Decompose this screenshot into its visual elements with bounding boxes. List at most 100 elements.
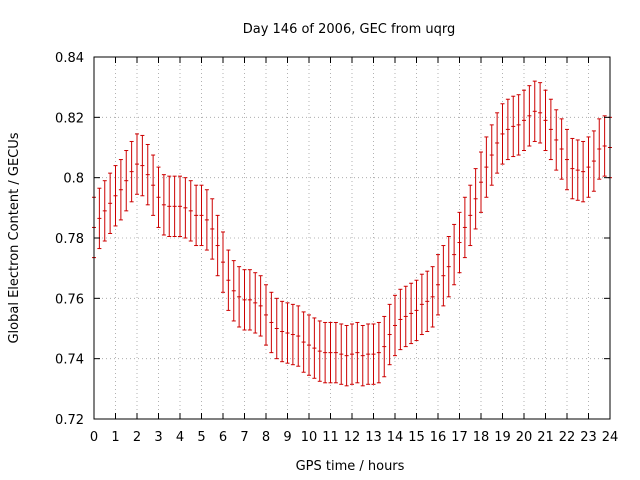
data-point [274, 297, 279, 360]
data-point [543, 89, 548, 152]
x-tick-label: 23 [580, 430, 597, 445]
data-point [178, 175, 182, 237]
x-tick-label: 20 [516, 430, 533, 445]
chart-title: Day 146 of 2006, GEC from uqrg [243, 22, 456, 37]
data-point [113, 165, 118, 227]
data-point [226, 249, 231, 311]
data-point [425, 270, 430, 333]
data-point [468, 184, 473, 247]
data-point [414, 279, 419, 342]
data-point [242, 269, 247, 331]
data-point [559, 118, 564, 180]
x-tick-label: 14 [387, 430, 404, 445]
data-point [333, 321, 338, 384]
data-point [522, 89, 526, 152]
error-bar-series [92, 80, 612, 387]
data-point [210, 198, 215, 260]
data-point [489, 124, 494, 186]
data-point [350, 323, 354, 385]
x-tick-label: 0 [90, 430, 98, 445]
data-point [355, 321, 360, 384]
data-point [532, 80, 537, 142]
x-tick-label: 2 [133, 430, 141, 445]
data-point [430, 266, 435, 328]
x-tick-label: 13 [365, 430, 382, 445]
data-point [124, 150, 129, 212]
x-tick-label: 3 [154, 430, 162, 445]
y-tick-label: 0.8 [63, 172, 84, 187]
data-point [597, 118, 602, 180]
data-point [581, 140, 586, 203]
data-point [199, 184, 204, 247]
x-tick-label: 1 [111, 430, 119, 445]
data-point [344, 324, 349, 387]
data-point [108, 172, 113, 234]
data-point [156, 166, 161, 228]
data-point [247, 269, 252, 331]
data-point [258, 275, 263, 337]
data-point [129, 140, 134, 203]
x-tick-label: 15 [408, 430, 425, 445]
x-tick-label: 16 [430, 430, 447, 445]
data-point [253, 272, 258, 334]
x-tick-label: 18 [473, 430, 490, 445]
data-point [446, 235, 451, 298]
data-point [151, 154, 156, 216]
y-tick-label: 0.82 [55, 111, 84, 126]
x-tick-label: 24 [602, 430, 619, 445]
data-point [511, 95, 516, 158]
x-axis-label: GPS time / hours [296, 459, 405, 474]
data-point [360, 324, 365, 387]
data-point [194, 184, 199, 247]
data-point [495, 112, 500, 174]
data-point [135, 133, 139, 195]
data-point [393, 294, 397, 357]
data-point [586, 136, 591, 198]
y-tick-label: 0.74 [55, 353, 84, 368]
x-tick-label: 12 [344, 430, 361, 445]
data-point [301, 311, 306, 373]
data-point [183, 177, 188, 239]
y-tick-label: 0.78 [55, 232, 84, 247]
x-tick-label: 5 [197, 430, 205, 445]
data-point [221, 231, 225, 293]
x-tick-label: 7 [240, 430, 248, 445]
data-point [264, 284, 268, 346]
data-point [575, 139, 580, 201]
data-point [290, 303, 295, 366]
y-tick-label: 0.72 [55, 413, 84, 428]
data-point [436, 254, 440, 316]
data-point [140, 134, 145, 197]
data-point [452, 223, 457, 286]
data-point [97, 187, 102, 250]
data-point [387, 303, 392, 366]
data-point [312, 317, 317, 379]
data-point [269, 291, 274, 354]
data-point [317, 320, 322, 382]
data-point [591, 130, 596, 192]
x-tick-label: 22 [559, 430, 576, 445]
data-point [102, 180, 107, 242]
data-point [296, 305, 301, 367]
data-point [285, 302, 290, 364]
y-tick-label: 0.76 [55, 292, 84, 307]
data-point [328, 321, 333, 384]
data-point [500, 103, 505, 165]
data-point [167, 175, 172, 237]
x-tick-label: 10 [301, 430, 318, 445]
data-point [382, 315, 387, 378]
data-point [215, 214, 220, 277]
data-point [366, 323, 371, 385]
data-point [280, 300, 285, 363]
x-tick-label: 6 [219, 430, 227, 445]
data-point [602, 115, 607, 177]
data-point [339, 323, 344, 385]
data-point [441, 245, 446, 307]
data-point [538, 82, 543, 144]
data-point [204, 189, 209, 251]
data-point [307, 314, 311, 376]
y-axis-label: Global Electron Content / GECUs [7, 132, 22, 343]
data-point [118, 159, 123, 221]
data-point [398, 288, 403, 351]
data-point [570, 137, 575, 200]
